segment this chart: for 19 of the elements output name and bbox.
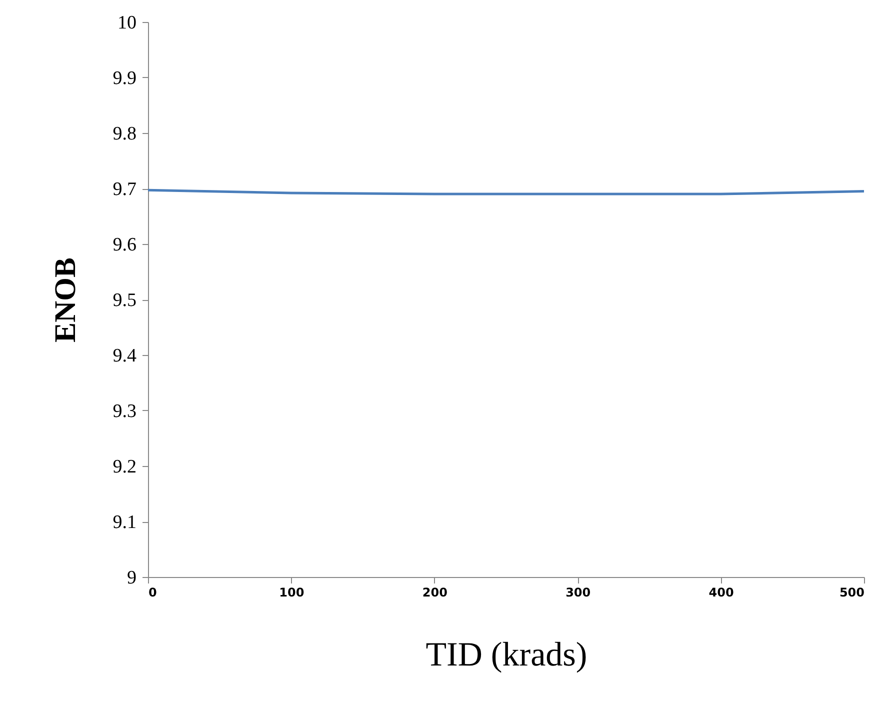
y-tick-label: 9.6 <box>112 234 136 256</box>
x-tick-label: 500 <box>839 586 864 600</box>
y-tick-label: 9.2 <box>112 456 136 478</box>
y-tick-label: 9.4 <box>112 346 137 366</box>
y-tick-label: 9.8 <box>112 124 136 144</box>
y-tick-label: 9.9 <box>112 68 136 89</box>
y-tick-label: 9.5 <box>112 290 136 311</box>
x-tick-label: 0 <box>148 586 157 600</box>
y-tick-label: 9.1 <box>112 512 136 533</box>
y-tick-label: 9.3 <box>112 401 136 422</box>
y-tick-label: 9.7 <box>112 179 136 200</box>
x-tick-label: 300 <box>566 586 591 600</box>
x-axis-title: TID (krads) <box>426 636 588 674</box>
x-tick-label: 200 <box>422 586 448 600</box>
y-tick-label: 9 <box>127 568 136 588</box>
y-tick-label: 10 <box>118 12 136 34</box>
x-tick-label: 400 <box>708 586 734 600</box>
y-axis-title: ENOB <box>48 257 82 343</box>
x-tick-label: 100 <box>279 586 304 600</box>
